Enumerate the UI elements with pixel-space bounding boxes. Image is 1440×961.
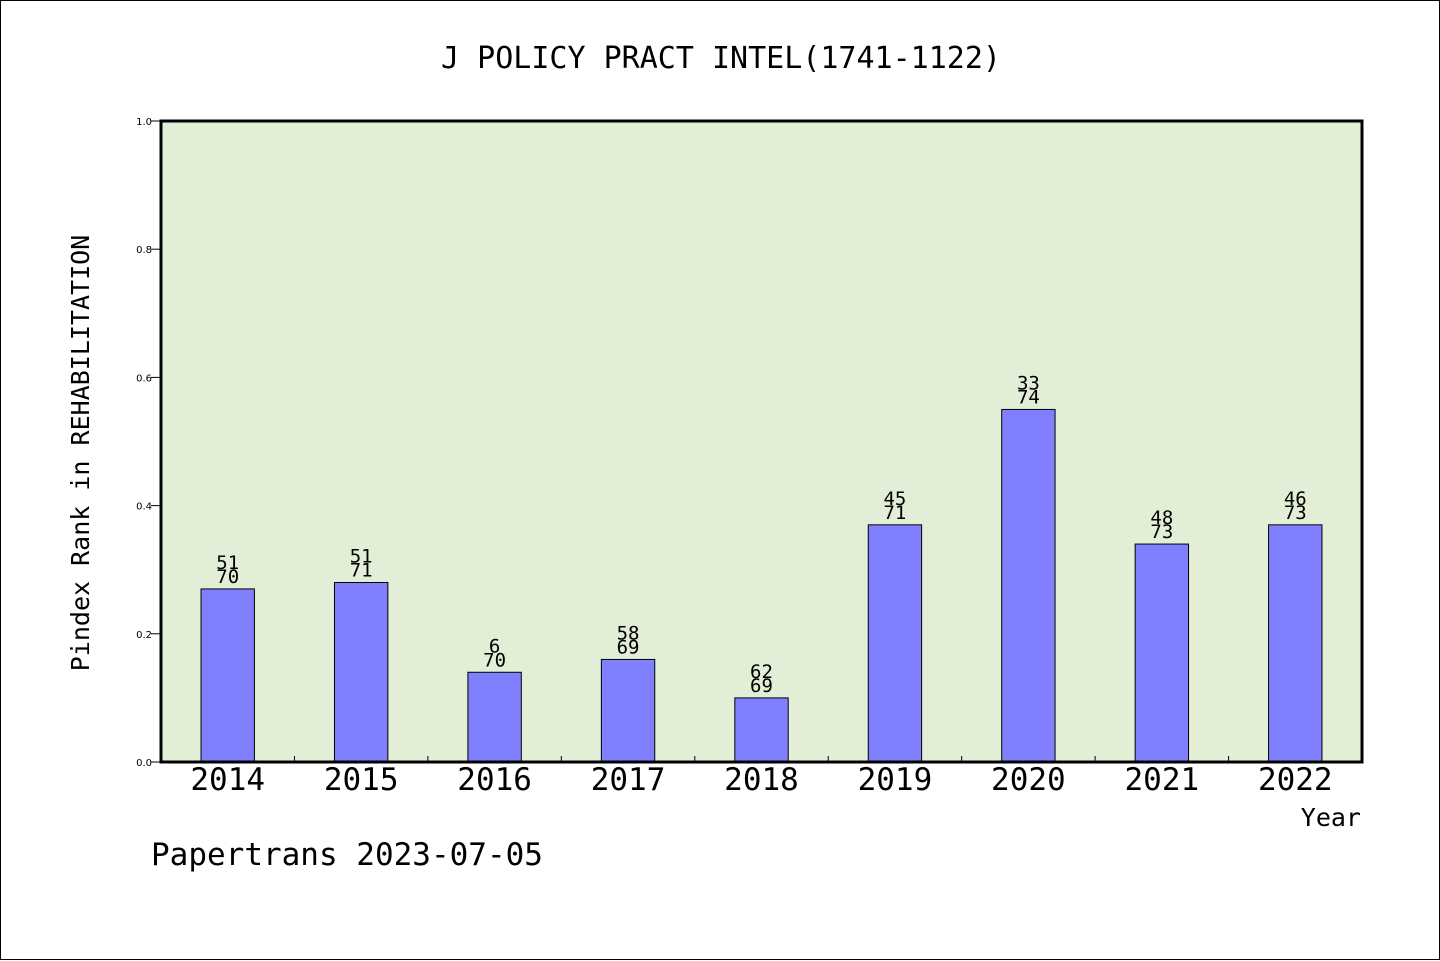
x-tick-label: 2021 [1125, 762, 1200, 798]
bar-label-top: 62 [750, 661, 773, 683]
y-tick-label: 0.2 [136, 630, 152, 641]
bar-2014 [200, 588, 255, 763]
x-tick-label: 2020 [991, 762, 1066, 798]
bar-label-top: 58 [617, 622, 640, 644]
bar-label-top: 48 [1150, 507, 1173, 529]
bar-label-bottom: 69 [750, 675, 773, 697]
x-tick-label: 2017 [591, 762, 666, 798]
bar-label-bottom: 70 [216, 566, 239, 588]
bar-2019 [867, 524, 923, 763]
y-axis: 0.0 0.2 0.4 0.6 0.8 1.0 [136, 117, 161, 769]
bar-label-bottom: 70 [483, 649, 506, 671]
bar-label-top: 6 [489, 635, 500, 657]
bar-label-top: 33 [1017, 372, 1040, 394]
bars-group [200, 408, 1323, 763]
bar-label-top: 51 [216, 552, 239, 574]
bar-label-bottom: 73 [1150, 521, 1173, 543]
y-tick-label: 0.4 [136, 502, 152, 513]
bar-2021 [1134, 543, 1190, 763]
x-axis: 2014 2015 2016 2017 2018 2019 2020 2021 2022 [190, 756, 1333, 798]
footer-credit: Papertrans 2023-07-05 [151, 837, 543, 873]
bar-2022 [1268, 524, 1323, 763]
x-axis-label: Year [1301, 803, 1361, 832]
x-tick-label: 2014 [190, 762, 265, 798]
bar-label-bottom: 71 [350, 560, 373, 582]
bar-2017 [600, 658, 656, 763]
chart-title: J POLICY PRACT INTEL(1741-1122) [441, 41, 1001, 76]
y-tick-label: 0.0 [136, 758, 152, 769]
bar-2020 [1001, 408, 1056, 763]
bar-label-bottom: 71 [883, 502, 906, 524]
plot-border [159, 119, 1364, 764]
bar-2018 [734, 697, 789, 763]
x-tick-label: 2015 [324, 762, 399, 798]
bar-2016 [467, 671, 522, 763]
x-tick-label: 2022 [1258, 762, 1333, 798]
bar-label-bottom: 73 [1284, 502, 1307, 524]
bar-label-bottom: 74 [1017, 386, 1040, 408]
y-tick-label: 1.0 [136, 117, 152, 128]
x-tick-label: 2016 [457, 762, 532, 798]
bar-label-top: 51 [350, 546, 373, 568]
bar-2015 [333, 582, 389, 763]
bar-label-bottom: 69 [617, 636, 640, 658]
y-tick-label: 0.6 [136, 373, 152, 384]
y-axis-label: Pindex Rank in REHABILITATION [66, 235, 95, 672]
bar-label-top: 46 [1284, 488, 1307, 510]
bar-label-top: 45 [883, 488, 906, 510]
x-tick-label: 2018 [724, 762, 799, 798]
y-tick-label: 0.8 [136, 245, 152, 256]
x-tick-label: 2019 [858, 762, 933, 798]
